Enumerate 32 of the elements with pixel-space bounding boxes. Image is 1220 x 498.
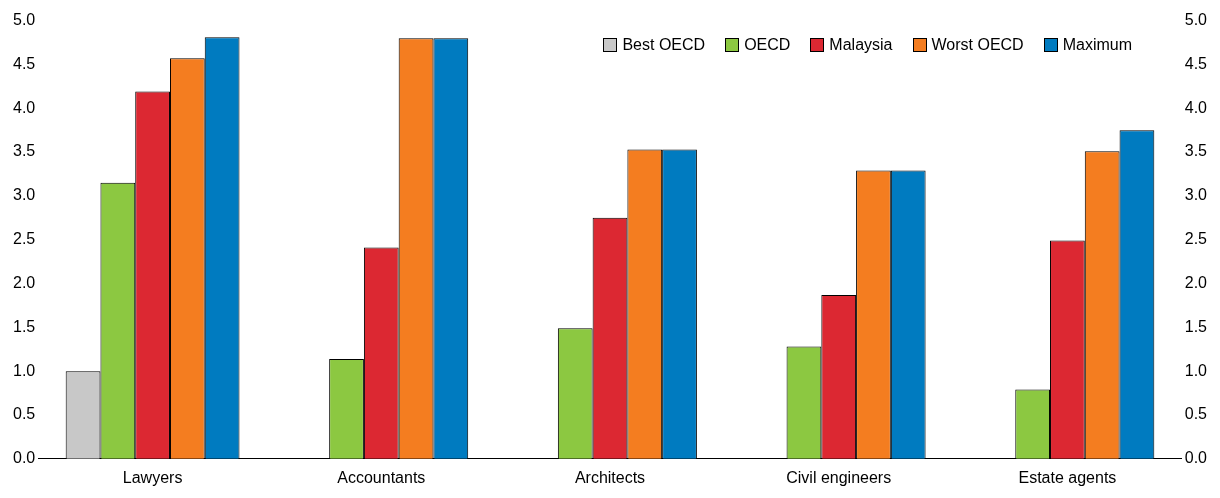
y-tick-label: 5.0 — [12, 11, 36, 29]
y2-tick-label: 0.5 — [1184, 405, 1208, 423]
x-tick-label: Lawyers — [122, 468, 183, 486]
y2-tick-label: 4.0 — [1184, 98, 1208, 116]
y-tick-label: 4.0 — [12, 98, 36, 116]
y-tick-label: 0.5 — [12, 405, 36, 423]
x-tick-label: Architects — [574, 468, 646, 486]
legend-label: OECD — [744, 36, 791, 54]
y2-tick-label: 4.5 — [1184, 54, 1208, 72]
y2-tick-label: 3.0 — [1184, 186, 1208, 204]
x-tick-label: Civil engineers — [786, 468, 892, 486]
y-tick-label: 4.5 — [12, 54, 36, 72]
y2-tick-label: 1.0 — [1184, 361, 1208, 379]
y-tick-label: 2.0 — [12, 273, 36, 291]
y2-tick-label: 0.0 — [1184, 449, 1208, 467]
y-tick-label: 1.5 — [12, 317, 36, 335]
y2-tick-label: 3.5 — [1184, 142, 1208, 160]
legend-label: Best OECD — [622, 36, 706, 54]
x-tick-label: Accountants — [337, 468, 426, 486]
y2-tick-label: 2.0 — [1184, 273, 1208, 291]
legend-label: Maximum — [1062, 36, 1132, 54]
y-tick-label: 3.0 — [12, 186, 36, 204]
legend-label: Malaysia — [829, 36, 893, 54]
x-tick-label: Estate agents — [1018, 468, 1117, 486]
y-tick-label: 3.5 — [12, 142, 36, 160]
y-tick-label: 2.5 — [12, 230, 36, 248]
y2-tick-label: 5.0 — [1184, 11, 1208, 29]
y2-tick-label: 2.5 — [1184, 230, 1208, 248]
y-tick-label: 1.0 — [12, 361, 36, 379]
y2-tick-label: 1.5 — [1184, 317, 1208, 335]
legend-label: Worst OECD — [931, 36, 1024, 54]
y-tick-label: 0.0 — [12, 449, 36, 467]
